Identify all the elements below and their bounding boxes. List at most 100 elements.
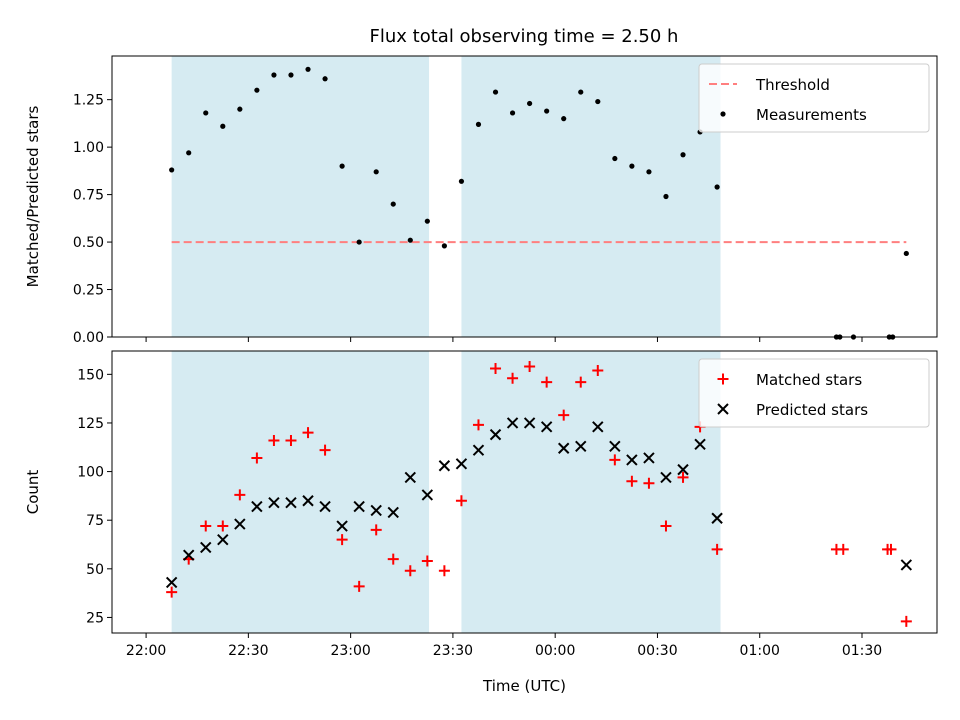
matched-point — [302, 427, 314, 439]
measurement-point — [646, 169, 652, 175]
x-tick-label: 00:30 — [637, 643, 677, 659]
predicted-point — [285, 496, 297, 509]
matched-point — [336, 534, 348, 546]
x-tick-label: 22:30 — [228, 643, 268, 659]
measurement-point — [595, 98, 601, 105]
predicted-point — [268, 496, 280, 509]
measurement-point — [663, 193, 669, 200]
predicted-point — [592, 421, 604, 433]
matched-point — [217, 520, 229, 532]
predicted-point — [387, 506, 399, 519]
legend-predicted-swatch — [717, 403, 729, 415]
predicted-point — [643, 452, 655, 464]
measurement-point — [203, 110, 209, 116]
measurement-point — [424, 218, 430, 224]
measurement-point — [441, 243, 447, 249]
predicted-point — [353, 500, 365, 513]
predicted-point — [557, 442, 570, 454]
measurement-point — [509, 110, 516, 116]
y-tick-label: 1.25 — [73, 93, 104, 109]
matched-point — [541, 376, 553, 388]
x-tick-label: 00:00 — [535, 643, 575, 659]
predicted-point — [165, 576, 178, 589]
measurement-point — [186, 150, 192, 156]
x-tick-label: 22:00 — [126, 643, 166, 659]
matched-point — [319, 444, 331, 456]
x-tick-label: 23:00 — [330, 643, 370, 659]
measurement-point — [903, 250, 909, 257]
matched-point — [711, 543, 723, 555]
measurement-point — [254, 87, 260, 93]
predicted-point — [370, 504, 382, 517]
predicted-point — [336, 520, 348, 532]
matched-point — [200, 520, 212, 532]
measurement-point — [288, 72, 294, 78]
predicted-point — [609, 440, 621, 453]
count-legend: Matched stars Predicted stars — [698, 358, 930, 428]
predicted-point — [540, 421, 553, 433]
y-tick-label: 100 — [77, 465, 104, 481]
legend-matched-swatch — [717, 373, 729, 385]
observing-window-2 — [461, 351, 721, 633]
measurement-point — [237, 106, 243, 112]
measurement-point — [169, 167, 175, 173]
matched-point — [900, 615, 912, 627]
y-tick-label: 50 — [86, 562, 104, 578]
matched-point — [643, 477, 655, 489]
observing-window-1 — [171, 351, 430, 633]
predicted-point — [472, 444, 485, 456]
predicted-point — [438, 460, 451, 472]
matched-point — [660, 520, 672, 532]
matched-point — [353, 580, 365, 592]
predicted-point — [677, 463, 689, 476]
measurement-point — [492, 89, 499, 95]
legend-threshold-label: Threshold — [755, 76, 830, 94]
measurement-point — [578, 89, 584, 95]
matched-point — [421, 555, 433, 567]
matched-point — [677, 471, 689, 483]
measurement-point — [390, 201, 396, 207]
measurement-point — [339, 163, 345, 169]
matched-point — [885, 543, 897, 555]
measurement-point — [356, 239, 362, 245]
predicted-point — [302, 495, 314, 507]
x-tick-label: 01:00 — [740, 643, 780, 659]
measurement-point — [271, 72, 277, 78]
predicted-point — [660, 471, 672, 484]
matched-point — [490, 363, 502, 375]
y-tick-label: 0.25 — [73, 283, 104, 299]
legend-matched-label: Matched stars — [756, 371, 862, 389]
matched-point — [166, 586, 178, 598]
measurement-point — [305, 66, 311, 72]
predicted-point — [489, 428, 502, 441]
predicted-point — [900, 559, 913, 571]
count-panel-frame — [111, 350, 938, 634]
predicted-point — [711, 512, 723, 524]
measurement-point — [612, 155, 618, 162]
predicted-point — [200, 541, 212, 554]
matched-point — [837, 543, 849, 555]
measurement-point — [373, 169, 379, 175]
matched-point — [592, 364, 604, 376]
matched-point — [472, 419, 484, 431]
predicted-point — [523, 417, 536, 429]
observing-window-2 — [461, 56, 721, 337]
ratio-y-axis-label: Matched/Predicted stars — [24, 106, 42, 288]
predicted-point — [217, 533, 229, 546]
count-y-axis-label: Count — [24, 470, 42, 515]
matched-point — [558, 409, 570, 421]
legend-measurements-swatch — [720, 111, 726, 117]
legend-measurements-label: Measurements — [756, 106, 867, 124]
x-tick-label: 23:30 — [433, 643, 473, 659]
y-tick-label: 25 — [86, 610, 104, 626]
x-tick-label: 01:30 — [842, 643, 882, 659]
ratio-legend: Threshold Measurements — [698, 63, 930, 133]
y-tick-label: 0.75 — [73, 188, 104, 204]
measurement-point — [527, 100, 533, 107]
legend-predicted-label: Predicted stars — [756, 401, 868, 419]
chart-title: Flux total observing time = 2.50 h — [370, 26, 679, 47]
matched-point — [438, 565, 450, 577]
y-tick-label: 1.00 — [73, 140, 104, 156]
matched-point — [524, 361, 536, 373]
